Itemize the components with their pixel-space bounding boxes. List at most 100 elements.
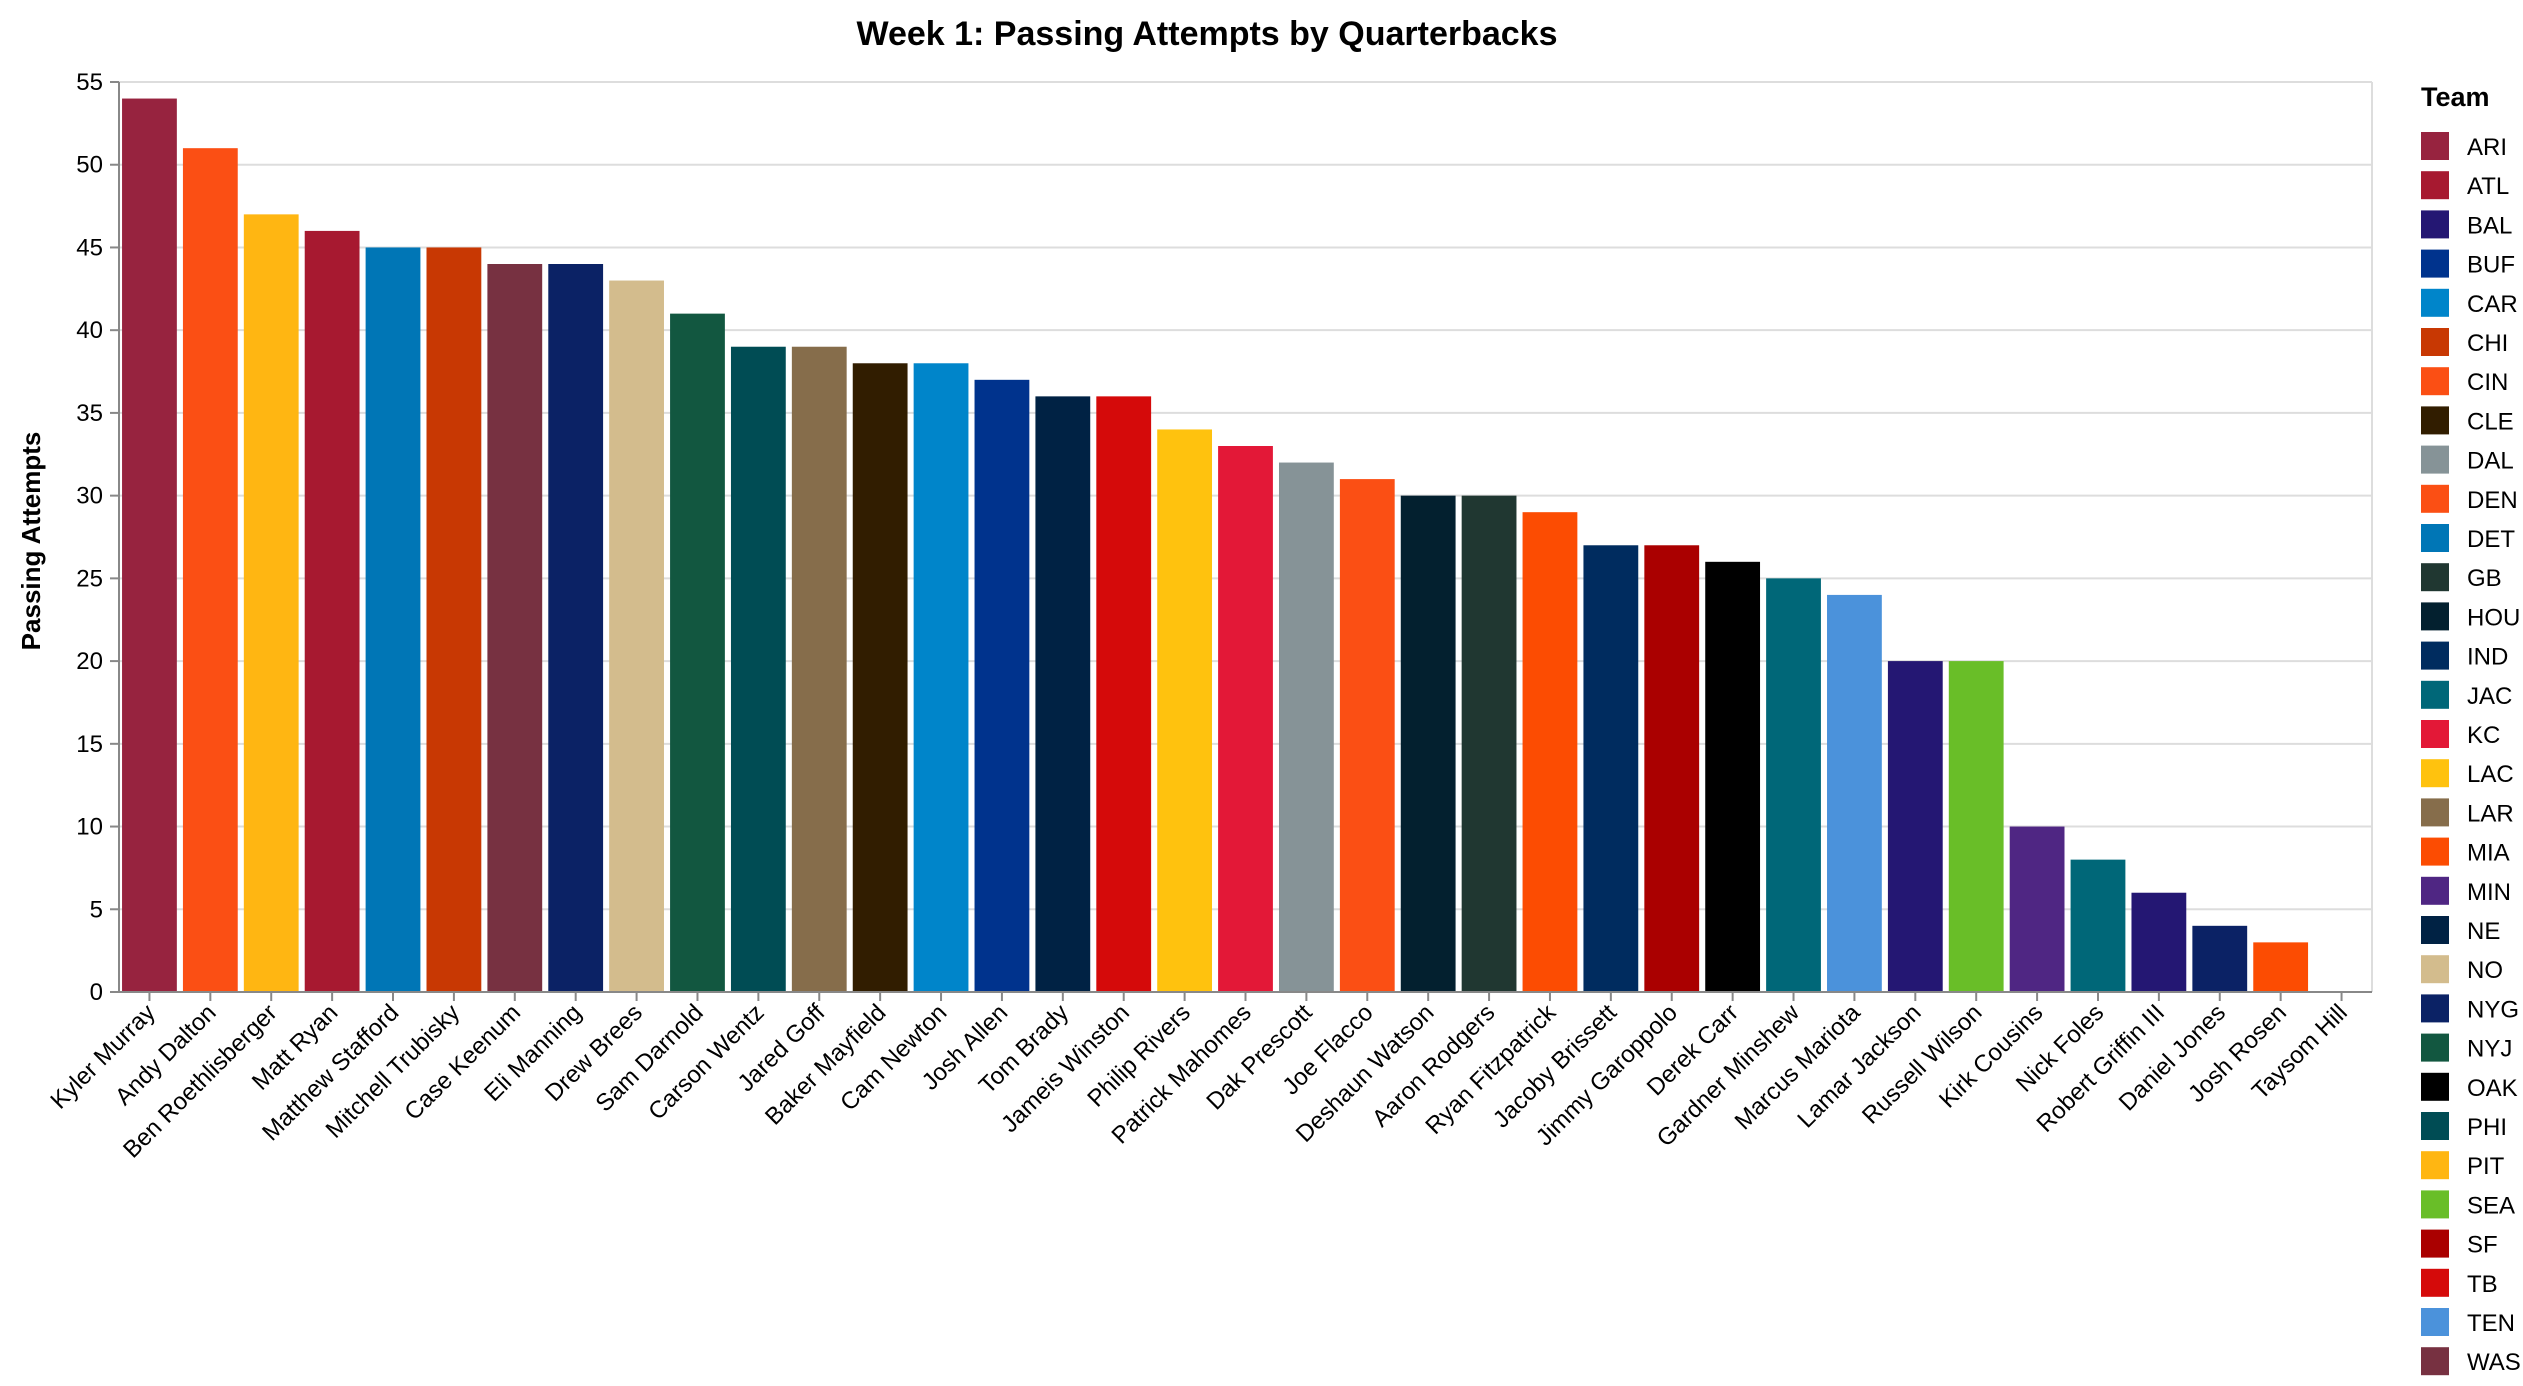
legend-title: Team [2421,82,2490,112]
legend-label: HOU [2467,604,2520,631]
legend-label: NE [2467,918,2500,945]
legend-swatch [2421,367,2449,396]
legend-swatch [2421,210,2449,239]
bar [1948,661,2004,992]
legend-label: TEN [2467,1310,2515,1337]
bar [730,346,786,992]
bar [1766,578,1821,992]
y-tick-label: 30 [76,483,103,510]
x-tick-label: Kyler Murray [45,999,160,1114]
bar [1705,561,1761,992]
legend-swatch [2421,249,2449,278]
legend-label: LAR [2467,800,2514,827]
legend-swatch [2421,1151,2449,1180]
legend-swatch [2421,916,2449,944]
y-tick-label: 45 [76,234,103,261]
legend-label: PIT [2467,1153,2505,1180]
bars-group [122,98,2309,993]
legend-label: SEA [2467,1192,2515,1219]
legend-swatch [2421,1229,2449,1258]
y-tick-label: 0 [90,979,103,1006]
legend-swatch [2421,1112,2449,1140]
legend-label: TB [2467,1271,2498,1298]
legend-label: IND [2467,644,2508,671]
legend-label: MIA [2467,840,2510,867]
bar [1339,479,1395,992]
bar [1096,396,1152,992]
bar [913,363,969,993]
bar [426,247,482,993]
legend-label: NYJ [2467,1036,2512,1063]
bar [1827,594,1882,992]
y-axis-title: Passing Attempts [16,432,46,651]
bar [2131,892,2187,992]
legend-label: CAR [2467,291,2518,318]
bar [182,148,238,992]
legend-label: NYG [2467,996,2519,1023]
y-tick-label: 55 [76,69,103,96]
bar [1035,396,1091,992]
bar [365,247,421,993]
bar [548,264,604,992]
bar [1461,495,1517,992]
legend-label: KC [2467,722,2500,749]
bar [852,363,908,993]
bar [1583,545,1639,992]
legend-swatch [2421,955,2449,984]
legend-swatch [2421,837,2449,866]
legend-label: MIN [2467,879,2511,906]
bar [2009,826,2065,992]
legend-swatch [2421,406,2449,435]
y-tick-label: 5 [90,896,103,923]
y-axis: 0 5 10 15 20 25 30 35 40 45 50 55 [76,69,120,1006]
legend-swatch [2421,171,2449,200]
bar [791,346,847,992]
bar [304,230,360,993]
legend-swatch [2421,798,2449,827]
legend-swatch [2421,994,2449,1023]
bar [974,379,1030,992]
bar [122,98,177,992]
legend-label: ARI [2467,134,2507,161]
legend-swatch [2421,1308,2449,1336]
bar [487,264,543,992]
legend-label: LAC [2467,761,2514,788]
legend-swatch [2421,132,2449,160]
legend-label: CHI [2467,330,2508,357]
legend-swatch [2421,1268,2449,1297]
legend-label: WAS [2467,1349,2521,1376]
y-tick-label: 20 [76,648,103,675]
legend-swatch [2421,328,2449,356]
bar [2192,925,2248,992]
y-tick-label: 15 [76,731,103,758]
legend-swatch [2421,720,2449,748]
y-tick-label: 35 [76,400,103,427]
legend-swatch [2421,641,2449,670]
legend-swatch [2421,680,2449,709]
bar [2070,859,2126,992]
bar [1400,495,1456,992]
legend-swatch [2421,602,2449,631]
legend-label: DET [2467,526,2515,553]
legend-label: ATL [2467,173,2509,200]
bar [1522,512,1578,992]
bar [1218,446,1273,992]
legend-swatch [2421,1190,2449,1219]
legend-label: OAK [2467,1075,2518,1102]
legend-swatch [2421,1033,2449,1062]
y-tick-label: 50 [76,152,103,179]
legend-swatch [2421,876,2449,905]
legend-label: BUF [2467,252,2515,279]
bar [1887,661,1943,992]
bar [2253,942,2309,992]
legend-swatch [2421,484,2449,513]
y-tick-label: 25 [76,565,103,592]
bar [1278,462,1334,993]
legend-swatch [2421,1072,2449,1101]
bar [243,214,299,992]
legend-swatch [2421,563,2449,592]
legend-label: JAC [2467,683,2512,710]
legend-label: GB [2467,565,2502,592]
legend-label: CLE [2467,408,2514,435]
